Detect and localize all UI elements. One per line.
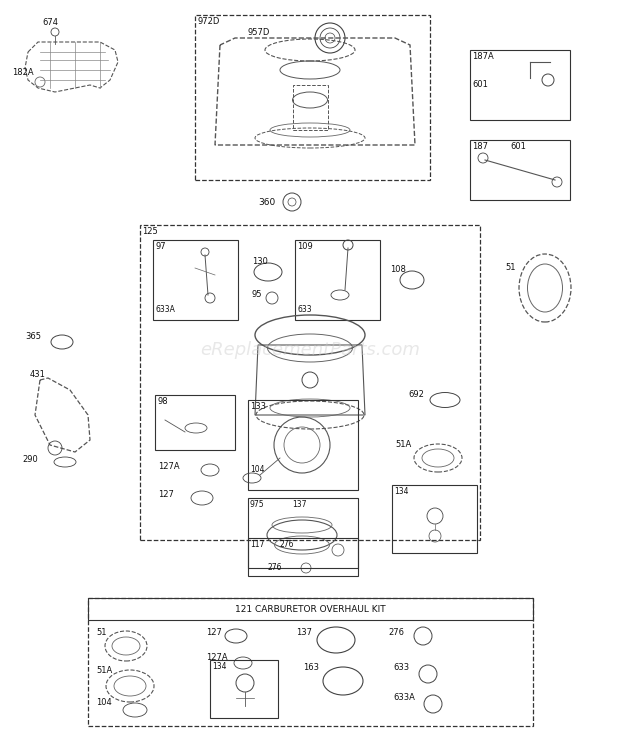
Text: 125: 125 [142, 227, 157, 236]
Text: 97: 97 [155, 242, 166, 251]
Text: 134: 134 [394, 487, 409, 496]
Bar [195, 15, 430, 180]
Text: 674: 674 [42, 18, 58, 27]
Text: 633: 633 [297, 305, 312, 314]
Text: 601: 601 [472, 80, 488, 89]
Text: 137: 137 [296, 628, 312, 637]
Text: 360: 360 [258, 198, 275, 207]
Text: 187A: 187A [472, 52, 494, 61]
Text: 290: 290 [22, 455, 38, 464]
Text: 187: 187 [472, 142, 488, 151]
Text: 692: 692 [408, 390, 424, 399]
Bar [470, 50, 570, 120]
Bar [248, 400, 358, 490]
Text: 104: 104 [250, 465, 265, 474]
Text: 51A: 51A [395, 440, 411, 449]
Text: 133: 133 [250, 402, 266, 411]
Bar [470, 140, 570, 200]
Bar [293, 85, 328, 130]
Text: 182A: 182A [12, 68, 33, 77]
Text: 117: 117 [250, 540, 264, 549]
Bar [295, 240, 380, 320]
Bar [140, 225, 480, 540]
Bar [248, 538, 358, 568]
Text: 601: 601 [510, 142, 526, 151]
Text: 633: 633 [393, 663, 409, 672]
Text: 972D: 972D [198, 17, 220, 26]
Text: 127: 127 [158, 490, 174, 499]
Text: 134: 134 [212, 662, 226, 671]
Text: 276: 276 [280, 540, 294, 549]
Text: 108: 108 [390, 265, 406, 274]
Text: 95: 95 [252, 290, 262, 299]
Text: 98: 98 [157, 397, 167, 406]
Bar [248, 498, 358, 576]
Text: 276: 276 [268, 563, 283, 572]
Text: 51: 51 [96, 628, 107, 637]
Text: 633A: 633A [393, 693, 415, 702]
Text: 163: 163 [303, 663, 319, 672]
Bar [392, 485, 477, 553]
Text: 109: 109 [297, 242, 312, 251]
Text: 276: 276 [388, 628, 404, 637]
Text: 975: 975 [250, 500, 265, 509]
Text: 51: 51 [505, 263, 515, 272]
Bar [88, 598, 533, 726]
Text: 127A: 127A [158, 462, 180, 471]
Text: 127A: 127A [206, 653, 228, 662]
Bar [210, 660, 278, 718]
Text: 51A: 51A [96, 666, 112, 675]
Text: 365: 365 [25, 332, 41, 341]
Text: eReplacementParts.com: eReplacementParts.com [200, 341, 420, 359]
Text: 130: 130 [252, 257, 268, 266]
Text: 121 CARBURETOR OVERHAUL KIT: 121 CARBURETOR OVERHAUL KIT [235, 604, 386, 614]
Text: 127: 127 [206, 628, 222, 637]
Text: 104: 104 [96, 698, 112, 707]
Text: 957D: 957D [248, 28, 270, 37]
Bar [153, 240, 238, 320]
Text: 137: 137 [292, 500, 306, 509]
Text: 633A: 633A [155, 305, 175, 314]
Text: 431: 431 [30, 370, 46, 379]
Bar [88, 598, 533, 620]
Bar [155, 395, 235, 450]
